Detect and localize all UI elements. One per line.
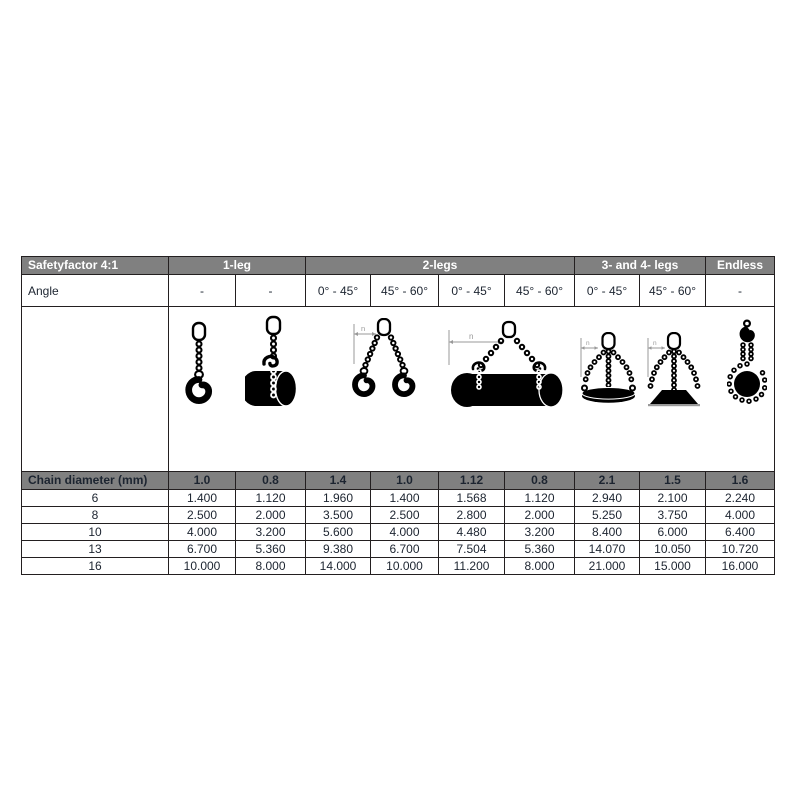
svg-text:n: n [653,340,657,347]
svg-text:n: n [361,324,365,333]
svg-text:n: n [586,340,590,347]
svg-text:n: n [469,332,473,341]
